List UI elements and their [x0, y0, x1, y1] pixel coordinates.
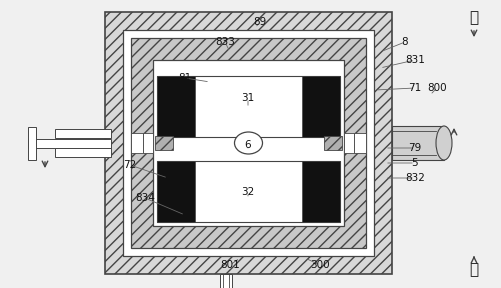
Bar [157, 161, 195, 222]
Text: 300: 300 [310, 260, 330, 270]
Bar [157, 75, 340, 137]
Bar [105, 12, 392, 274]
Text: 832: 832 [405, 173, 425, 183]
Bar [324, 136, 342, 150]
Bar [302, 161, 340, 222]
Text: 8: 8 [402, 37, 408, 47]
Bar [344, 133, 354, 153]
Bar [155, 136, 173, 150]
Text: 79: 79 [408, 143, 422, 153]
Bar [302, 75, 340, 137]
Ellipse shape [234, 132, 263, 154]
Bar [123, 30, 374, 256]
Bar [131, 133, 143, 153]
Bar [131, 38, 366, 248]
Bar [55, 129, 111, 138]
Bar [219, 274, 231, 288]
Bar [28, 139, 111, 147]
Text: 上: 上 [469, 10, 478, 26]
Bar [143, 133, 153, 153]
Text: 32: 32 [241, 187, 255, 197]
Text: 81: 81 [178, 73, 191, 83]
Text: 6: 6 [244, 140, 252, 150]
Text: 下: 下 [469, 262, 478, 278]
Bar [157, 75, 195, 137]
Ellipse shape [436, 126, 452, 160]
Bar [157, 161, 340, 222]
Bar [354, 133, 366, 153]
Text: 89: 89 [254, 17, 267, 27]
Text: 801: 801 [220, 260, 240, 270]
Bar [392, 126, 444, 160]
Text: 800: 800 [427, 83, 447, 93]
Text: 72: 72 [123, 160, 137, 170]
Text: 831: 831 [405, 55, 425, 65]
Bar [28, 126, 36, 160]
Bar [153, 60, 344, 226]
Text: 833: 833 [215, 37, 235, 47]
Text: 71: 71 [408, 83, 422, 93]
Text: 31: 31 [241, 93, 255, 103]
Text: 834: 834 [135, 193, 155, 203]
Text: 5: 5 [412, 158, 418, 168]
Bar [55, 148, 111, 157]
